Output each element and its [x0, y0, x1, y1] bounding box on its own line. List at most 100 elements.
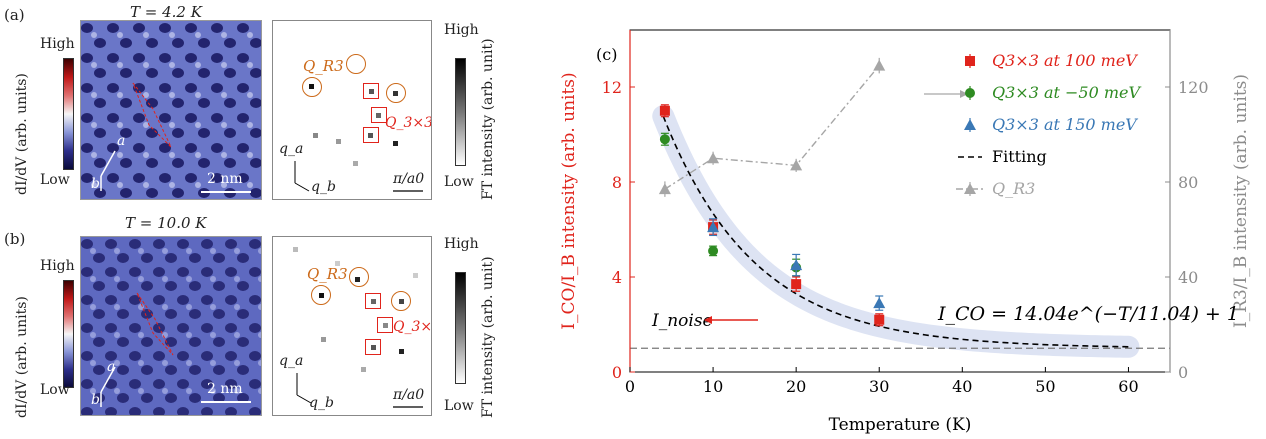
ft-peak — [321, 337, 326, 342]
panel-a-lattice-a-label: a — [117, 133, 126, 149]
panel-a-label: (a) — [4, 6, 25, 24]
q-3x3-marker — [371, 107, 387, 123]
q-r3-marker — [349, 267, 369, 287]
legend-label: Q3×3 at 100 meV — [992, 51, 1138, 70]
ft-peak — [335, 261, 340, 266]
panel-a-qb-label: q_b — [311, 179, 336, 195]
ft-peak — [293, 247, 298, 252]
series-0-point — [659, 105, 670, 116]
ft-peak — [368, 133, 373, 138]
x-tick-label: 40 — [952, 377, 972, 396]
panel-a-scale-bar-label: 2 nm — [207, 171, 243, 187]
panel-b-q-r3-label: Q_R3 — [307, 265, 348, 283]
series-1-point — [708, 245, 719, 256]
panel-c-label: (c) — [596, 45, 617, 64]
q-3x3-marker — [377, 317, 393, 333]
q-r3-marker — [386, 83, 406, 103]
panel-a-temperature: T = 4.2 K — [130, 3, 202, 21]
panel-b-reciprocal-axes — [296, 373, 423, 408]
panel-b-ft-scale-label: π/a0 — [393, 387, 425, 403]
ft-peak — [353, 161, 358, 166]
ft-peak — [313, 133, 318, 138]
panel-b-didv-colorbar — [63, 280, 74, 388]
q-r3-point — [873, 59, 886, 71]
panel-a-q-3x3-label: Q_3×3 — [385, 115, 432, 131]
x-axis-label: Temperature (K) — [829, 415, 972, 435]
panel-b-ft-image: Q_R3 Q_3×3 q_a q_b π/a0 — [272, 236, 432, 416]
x-tick-label: 50 — [1035, 377, 1055, 396]
x-tick-label: 10 — [703, 377, 723, 396]
panel-a-ft-colorbar-low: Low — [444, 174, 474, 190]
x-tick-label: 0 — [625, 377, 635, 396]
panel-b-scale-bar-label: 2 nm — [207, 381, 243, 397]
panel-b-q-3x3-label: Q_3×3 — [393, 319, 432, 335]
noise-arrow-head — [704, 316, 712, 324]
y-left-tick-label: 4 — [612, 268, 622, 287]
panel-a-stm-lattice — [81, 21, 261, 199]
q-r3-arrow-head — [960, 90, 968, 98]
panel-b-scale-bar — [201, 401, 251, 403]
panel-b-ft-colorbar — [455, 272, 466, 384]
panel-b-ft-axis-label: FT intensity (arb. unit) — [480, 256, 496, 418]
ft-peak — [376, 113, 381, 118]
y-left-tick-label: 0 — [612, 363, 622, 382]
panel-a-lattice-axes — [100, 150, 116, 191]
ft-peak — [383, 323, 388, 328]
y-right-tick-label: 80 — [1178, 173, 1198, 192]
fit-curve — [662, 115, 1129, 348]
y-right-tick-label: 40 — [1178, 268, 1198, 287]
ft-peak — [371, 299, 376, 304]
x-tick-label: 30 — [869, 377, 889, 396]
panel-a-colorbar-low: Low — [40, 172, 70, 188]
ft-peak — [413, 273, 418, 278]
panel-b-qb-label: q_b — [309, 395, 334, 411]
ft-peak — [369, 89, 374, 94]
panel-a-lattice-b-label: b — [91, 176, 100, 192]
legend-label: Q3×3 at −50 meV — [992, 83, 1142, 102]
panel-a-scale-bar — [201, 191, 251, 193]
x-tick-label: 60 — [1118, 377, 1138, 396]
q-3x3-marker — [363, 127, 379, 143]
q-r3-point — [707, 152, 720, 164]
ft-peak — [336, 139, 341, 144]
q-r3-series-line — [664, 65, 880, 190]
panel-a-didv-colorbar — [63, 58, 74, 170]
ft-peak — [361, 367, 366, 372]
q-r3-marker — [346, 54, 366, 74]
y-left-axis-label: I_CO/I_B intensity (arb. units) — [559, 72, 579, 329]
legend-label: Q3×3 at 150 meV — [992, 115, 1138, 134]
ft-peak — [399, 349, 404, 354]
y-left-tick-label: 12 — [602, 78, 622, 97]
q-r3-marker — [391, 291, 411, 311]
y-right-tick-label: 120 — [1178, 78, 1209, 97]
noise-label: I_noise — [651, 311, 713, 331]
series-2-point — [873, 297, 886, 309]
panel-a-q-r3-label: Q_R3 — [303, 57, 344, 75]
panel-a-ft-scale-label: π/a0 — [393, 171, 425, 187]
panel-b-ft-colorbar-high: High — [444, 236, 479, 252]
panel-b-colorbar-low: Low — [40, 382, 70, 398]
panel-a-ft-colorbar — [455, 58, 466, 166]
q-3x3-marker — [365, 339, 381, 355]
panel-b-stm-image: a b 2 nm — [80, 236, 262, 416]
panel-b-label: (b) — [4, 230, 26, 248]
panel-a-colorbar-high: High — [40, 36, 75, 52]
panel-a-ft-image: Q_R3 Q_3×3 q_a q_b π/a0 — [272, 20, 432, 200]
legend-marker — [965, 88, 975, 98]
panel-b-stm-lattice — [81, 237, 261, 415]
y-right-axis-label: I_R3/I_B intensity (arb. units) — [1231, 74, 1251, 328]
panel-b-lattice-axes — [100, 366, 116, 407]
legend-marker — [965, 56, 975, 66]
panel-b-temperature: T = 10.0 K — [125, 214, 207, 232]
legend-marker — [964, 119, 976, 130]
panel-a-reciprocal-axes — [294, 161, 423, 192]
panel-a-qa-label: q_a — [279, 141, 304, 157]
panel-b-lattice-b-label: b — [91, 392, 100, 408]
q-r3-point — [658, 183, 671, 195]
series-0-point — [791, 279, 802, 290]
panel-a-stm-image: a b 2 nm — [80, 20, 262, 200]
panel-b-lattice-a-label: a — [107, 359, 116, 375]
ft-peak — [393, 141, 398, 146]
q-r3-point — [790, 159, 803, 171]
